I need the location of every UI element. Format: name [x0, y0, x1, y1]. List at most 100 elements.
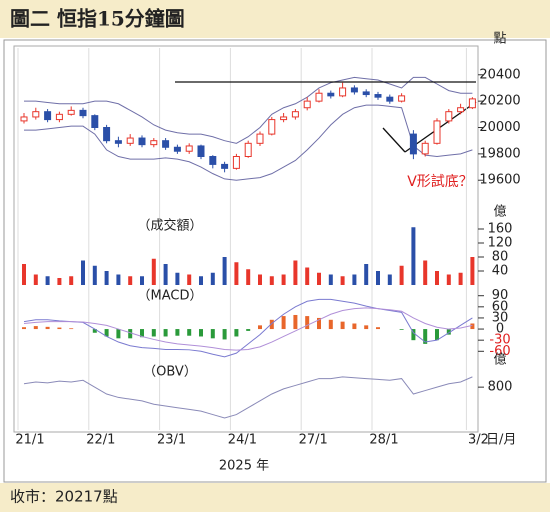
macd-bar	[210, 329, 215, 339]
candle-body	[244, 142, 252, 157]
volume-bar	[364, 264, 369, 285]
candle-body	[79, 109, 87, 117]
volume-bar	[69, 276, 74, 285]
macd-line	[23, 307, 473, 351]
panel-label: （OBV）	[143, 365, 197, 380]
volume-bar	[258, 274, 262, 285]
candle-body	[457, 107, 465, 113]
candle-body	[445, 111, 453, 122]
macd-bar	[376, 327, 380, 330]
volume-bar	[423, 260, 428, 285]
candle-body	[150, 140, 158, 146]
x-tick-label: 28/1	[369, 433, 398, 448]
candle-body	[103, 127, 111, 142]
volume-bar	[458, 272, 463, 285]
macd-bar	[423, 329, 428, 344]
volume-bar	[104, 271, 109, 285]
y-tick-label: 60	[492, 299, 509, 314]
candle-body	[468, 98, 476, 109]
macd-bar	[234, 329, 239, 337]
volume-bar	[45, 276, 50, 285]
volume-bar	[57, 278, 62, 285]
volume-bar	[128, 276, 133, 285]
volume-bar	[187, 274, 192, 285]
v-guide	[382, 127, 406, 153]
macd-bar	[340, 321, 345, 330]
x-tick-label: 23/1	[157, 433, 186, 448]
volume-bar	[269, 276, 274, 285]
obv-line	[23, 376, 473, 419]
candle-body	[44, 111, 52, 121]
volume-bar	[281, 274, 286, 285]
candle-body	[138, 137, 146, 146]
macd-bar	[446, 329, 451, 335]
macd-bar	[22, 327, 26, 330]
candle-body	[185, 145, 193, 152]
footer: 收市：20217點	[10, 488, 118, 506]
y-tick-label: -60	[489, 344, 510, 359]
macd-bar	[163, 329, 168, 337]
candle-body	[173, 146, 181, 152]
volume-bar	[92, 265, 97, 285]
volume-bar	[376, 271, 380, 285]
volume-bar	[234, 262, 239, 285]
volume-bar	[163, 264, 168, 285]
macd-bar	[246, 329, 251, 331]
macd-bar	[281, 316, 286, 330]
macd-bar	[175, 329, 180, 336]
plot-area	[13, 45, 479, 433]
volume-bar	[22, 264, 26, 285]
volume-bar	[340, 276, 345, 285]
y-unit: 點	[493, 32, 506, 47]
macd-bar	[293, 314, 298, 330]
candle-body	[374, 94, 382, 98]
candle-body	[386, 96, 394, 102]
macd-bar	[305, 316, 310, 330]
candle-body	[197, 145, 205, 157]
y-tick-label: 800	[488, 380, 513, 395]
annotation: V形試底？	[407, 174, 473, 190]
volume-bar	[446, 274, 451, 285]
volume-bar	[33, 274, 38, 285]
volume-bar	[293, 260, 298, 285]
candle-body	[280, 116, 288, 121]
y-tick-label: 80	[492, 250, 509, 265]
y-tick-label: -30	[489, 333, 510, 348]
candle-body	[291, 111, 299, 118]
macd-bar	[317, 317, 321, 330]
panel-label: （MACD）	[138, 289, 203, 304]
macd-bar	[187, 329, 192, 336]
volume-bar	[352, 274, 357, 285]
volume-bar	[140, 276, 144, 285]
candle-body	[32, 111, 40, 118]
candle-body	[339, 87, 347, 97]
x-axis-title: 日/月	[486, 433, 516, 448]
macd-bar	[69, 328, 74, 330]
macd-bar	[470, 323, 475, 330]
candle-body	[91, 115, 99, 128]
volume-bar	[470, 257, 475, 285]
y-tick-label: 40	[492, 264, 509, 279]
volume-bar	[116, 274, 121, 285]
macd-line	[23, 298, 473, 358]
candle-body	[433, 120, 441, 144]
macd-bar	[411, 329, 416, 341]
volume-bar	[411, 227, 416, 285]
macd-bar	[352, 323, 357, 330]
volume-bar	[222, 257, 227, 285]
macd-bar	[269, 319, 274, 330]
candle-body	[126, 137, 134, 144]
candle-body	[327, 92, 335, 97]
candle-body	[209, 156, 217, 165]
volume-bar	[199, 276, 203, 285]
volume-bar	[175, 272, 180, 285]
y-tick-label: 20000	[479, 120, 520, 135]
candle-body	[256, 133, 264, 144]
candle-body	[350, 87, 358, 93]
y-unit: 億	[493, 204, 506, 220]
macd-bar	[128, 329, 133, 339]
candle-body	[162, 140, 170, 148]
y-tick-label: 90	[492, 288, 509, 303]
panel-label: （成交額）	[137, 218, 202, 234]
